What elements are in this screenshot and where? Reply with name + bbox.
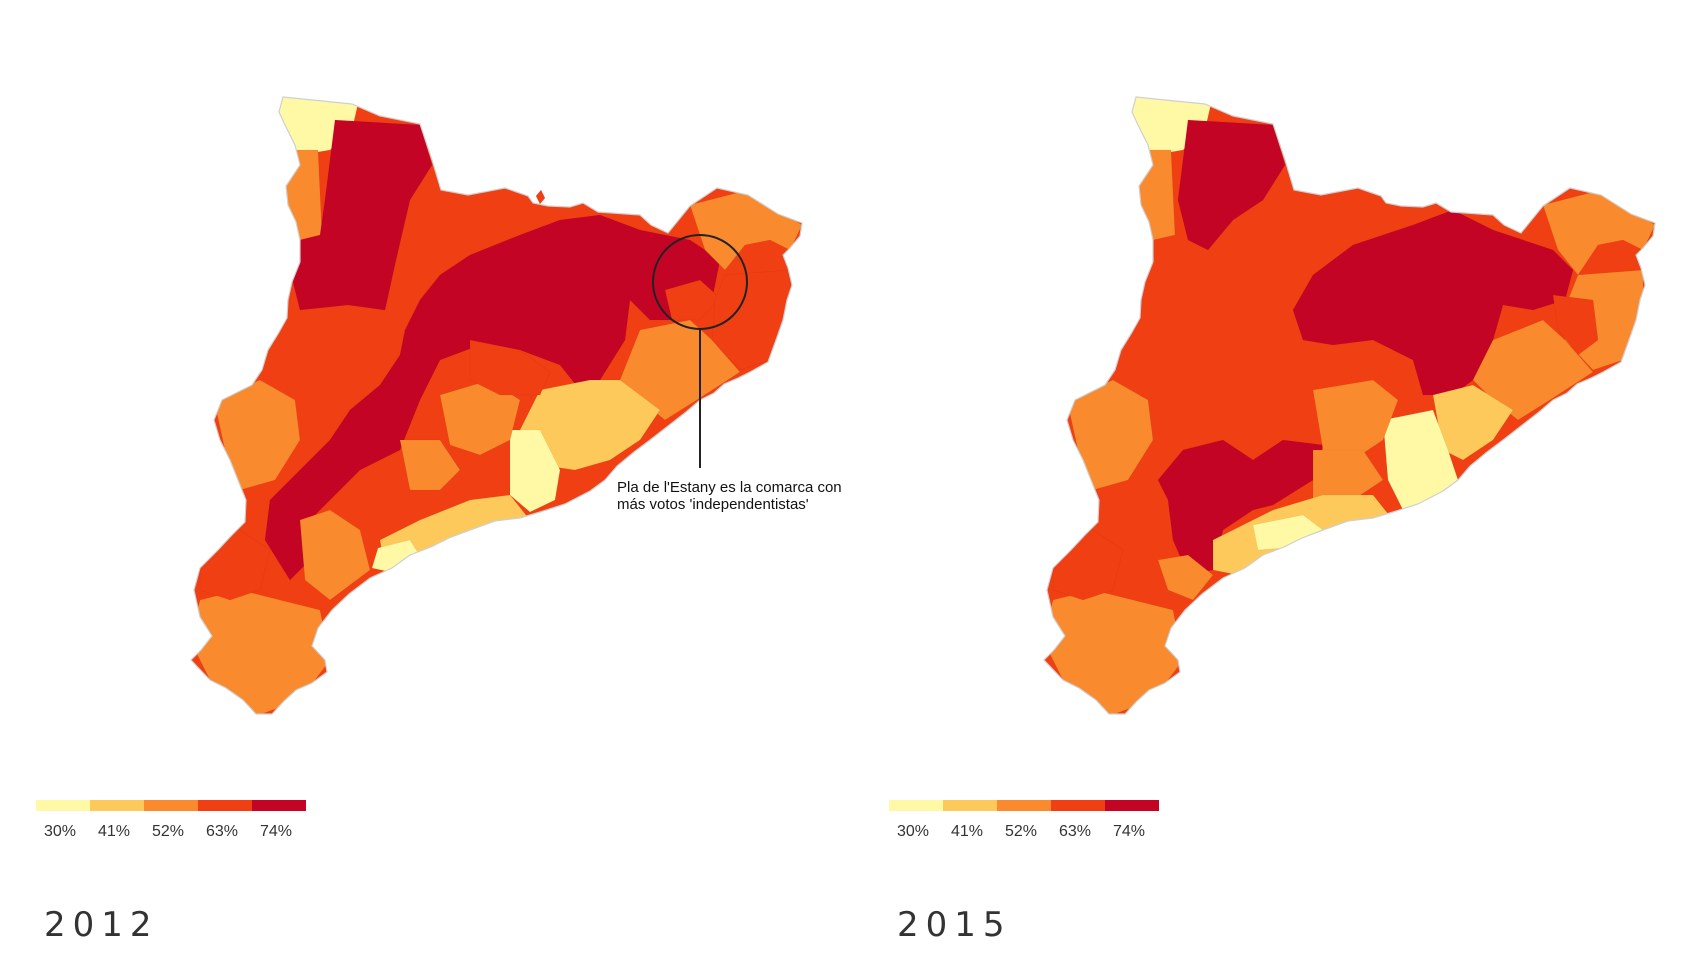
legend-swatch-63 xyxy=(1051,800,1105,811)
region-pallars xyxy=(289,119,433,311)
legend-color-bar xyxy=(36,800,306,811)
choropleth-map-2012 xyxy=(190,96,803,715)
legend-color-bar xyxy=(889,800,1159,811)
region-central-band xyxy=(1292,209,1574,396)
catalonia-outline xyxy=(190,96,803,715)
region-pallars xyxy=(1177,119,1286,251)
region-west-strip xyxy=(1134,149,1176,241)
year-label: 2012 xyxy=(44,905,159,945)
legend-labels: 30% 41% 52% 63% 74% xyxy=(36,823,306,843)
legend-swatch-74 xyxy=(252,800,306,811)
region-baix-emporda xyxy=(711,269,791,371)
catalonia-outline xyxy=(1043,96,1656,715)
legend-label: 41% xyxy=(951,823,984,840)
region-priorat xyxy=(299,509,371,601)
annotation-line-2: más votos 'independentistas' xyxy=(617,496,809,513)
legend-label: 41% xyxy=(98,823,131,840)
legend-swatch-63 xyxy=(198,800,252,811)
region-bages xyxy=(469,339,551,396)
choropleth-map-2015 xyxy=(1043,96,1656,715)
region-montsia xyxy=(191,589,331,714)
legend-label: 52% xyxy=(1005,823,1038,840)
year-label: 2015 xyxy=(897,905,1012,945)
annotation-circle xyxy=(652,234,748,330)
legend: 30% 41% 52% 63% 74% xyxy=(889,800,1159,843)
legend-swatch-30 xyxy=(36,800,90,811)
region-selva xyxy=(1472,319,1594,421)
annotation-line-1: Pla de l'Estany es la comarca con xyxy=(617,479,842,496)
legend-swatch-41 xyxy=(943,800,997,811)
region-priorat xyxy=(1157,554,1214,601)
legend-swatch-41 xyxy=(90,800,144,811)
region-montsia xyxy=(1044,589,1184,714)
region-islet xyxy=(535,189,546,205)
legend-label: 52% xyxy=(152,823,185,840)
region-urgell xyxy=(1157,439,1324,576)
legend: 30% 41% 52% 63% 74% xyxy=(36,800,306,843)
legend-label: 30% xyxy=(44,823,77,840)
legend-swatch-52 xyxy=(997,800,1051,811)
region-alt-camp xyxy=(399,439,461,491)
legend-label: 63% xyxy=(1059,823,1092,840)
map-panel-2012: Pla de l'Estany es la comarca con más vo… xyxy=(36,96,842,945)
legend-swatch-52 xyxy=(144,800,198,811)
legend-swatch-74 xyxy=(1105,800,1159,811)
legend-label: 30% xyxy=(897,823,930,840)
legend-swatch-30 xyxy=(889,800,943,811)
region-west-strip xyxy=(281,149,323,241)
region-pla-estany-edge xyxy=(664,279,721,321)
legend-label: 74% xyxy=(260,823,293,840)
legend-label: 74% xyxy=(1113,823,1146,840)
region-alt-penedes xyxy=(1312,449,1384,501)
region-pla-estany xyxy=(1552,294,1599,356)
legend-label: 63% xyxy=(206,823,239,840)
map-panel-2015: 30% 41% 52% 63% 74% 2015 xyxy=(853,0,1706,960)
legend-labels: 30% 41% 52% 63% 74% xyxy=(889,823,1159,843)
annotation-text: Pla de l'Estany es la comarca con más vo… xyxy=(617,479,842,513)
